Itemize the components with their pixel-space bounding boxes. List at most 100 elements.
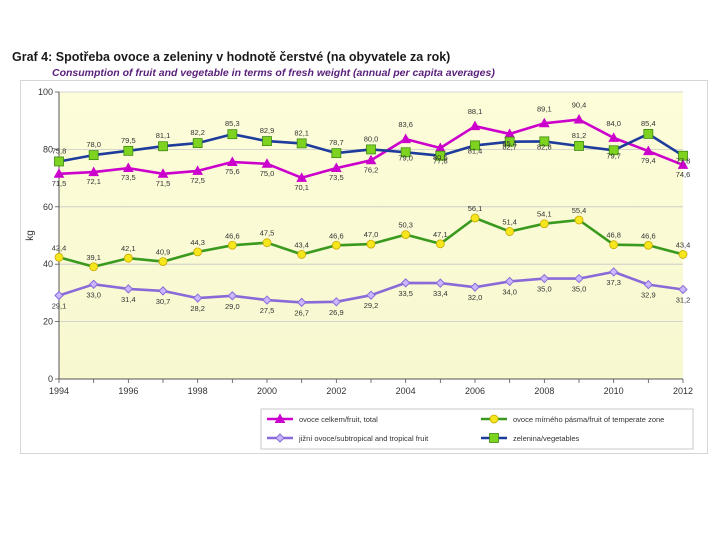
data-label: 74,6	[676, 170, 691, 179]
data-point	[158, 141, 168, 152]
data-label: 46,6	[225, 231, 240, 240]
data-label: 34,0	[502, 287, 517, 296]
data-label: 77,8	[676, 157, 691, 166]
data-label: 32,9	[641, 291, 656, 300]
data-point	[643, 240, 653, 250]
data-label: 79,4	[641, 156, 656, 165]
data-point	[504, 276, 515, 287]
data-point	[296, 138, 307, 149]
data-point	[88, 150, 99, 161]
data-point	[539, 219, 549, 229]
data-label: 75,0	[260, 169, 275, 178]
data-point	[296, 172, 308, 182]
data-point	[330, 162, 342, 173]
data-point	[366, 239, 376, 249]
data-label: 42,4	[52, 243, 67, 252]
data-label: 39,1	[86, 253, 101, 262]
data-point	[401, 230, 411, 240]
data-point	[365, 154, 377, 165]
data-point	[366, 290, 376, 300]
data-point	[573, 114, 585, 124]
data-label: 73,5	[121, 173, 136, 182]
y-tick-label: 60	[43, 202, 53, 212]
data-label: 70,1	[294, 183, 309, 192]
data-label: 31,2	[676, 295, 691, 304]
plot-area	[59, 92, 683, 379]
data-label: 56,1	[468, 204, 483, 213]
x-tick-label: 2012	[673, 386, 693, 396]
data-point	[331, 240, 341, 250]
data-point	[400, 147, 411, 158]
data-point	[435, 239, 445, 249]
data-label: 47,5	[260, 229, 275, 238]
data-point	[158, 257, 168, 267]
data-label: 43,4	[294, 240, 309, 249]
x-tick-label: 2010	[604, 386, 624, 396]
data-label: 55,4	[572, 206, 587, 215]
x-tick-label: 1998	[188, 386, 208, 396]
data-label: 79,7	[606, 151, 621, 160]
data-point	[331, 297, 342, 307]
data-point	[574, 273, 584, 284]
y-tick-label: 0	[48, 374, 53, 384]
data-point	[435, 278, 446, 288]
data-label: 81,1	[156, 131, 171, 140]
data-point	[226, 156, 238, 167]
data-label: 33,0	[86, 290, 101, 299]
data-label: 47,1	[433, 230, 448, 239]
data-label: 85,4	[641, 119, 656, 128]
data-label: 77,8	[433, 157, 448, 166]
data-label: 88,1	[468, 107, 483, 116]
data-point	[539, 136, 550, 147]
data-point	[158, 286, 168, 296]
data-point	[609, 240, 619, 250]
data-point	[608, 145, 619, 156]
legend-label: zelenina/vegetables	[513, 434, 580, 443]
data-point	[678, 250, 688, 259]
data-label: 29,1	[52, 301, 67, 310]
data-point	[262, 238, 272, 248]
data-point	[192, 293, 203, 303]
data-point	[54, 156, 64, 167]
data-label: 75,8	[52, 146, 67, 155]
legend-box	[260, 408, 694, 450]
data-label: 82,8	[537, 142, 552, 151]
data-point	[331, 148, 342, 159]
chart-subtitle: Consumption of fruit and vegetable in te…	[52, 67, 495, 79]
data-label: 46,6	[329, 231, 344, 240]
axes: 0 20 40 60 80 100 1994 1996 1998 2000 2002 2004 2006…	[25, 87, 693, 396]
data-label: 46,6	[641, 231, 656, 240]
data-label: 82,7	[502, 143, 517, 152]
data-label: 29,0	[225, 302, 240, 311]
data-point	[678, 284, 688, 295]
data-point	[366, 144, 376, 155]
data-label: 89,1	[537, 104, 552, 113]
data-label: 33,4	[433, 289, 448, 298]
y-tick-label: 40	[43, 259, 53, 269]
x-tick-label: 2002	[326, 386, 346, 396]
data-point	[227, 129, 238, 140]
x-tick-label: 2006	[465, 386, 485, 396]
data-label: 40,9	[156, 248, 171, 257]
x-tick-label: 1994	[49, 386, 69, 396]
line-chart: 0 20 40 60 80 100 1994 1996 1998 2000 2002 2004 2006…	[25, 87, 694, 450]
data-label: 79,5	[121, 136, 136, 145]
data-point	[574, 215, 584, 225]
data-label: 43,4	[676, 240, 691, 249]
data-point	[262, 295, 272, 305]
data-point	[470, 140, 480, 151]
data-label: 28,2	[190, 304, 205, 313]
data-point	[123, 253, 133, 263]
data-point	[504, 136, 515, 147]
data-label: 26,9	[329, 308, 344, 317]
data-point	[470, 282, 480, 292]
data-label: 35,0	[572, 285, 587, 294]
data-point	[192, 138, 203, 148]
data-label: 32,0	[468, 293, 483, 302]
data-point	[227, 291, 238, 301]
data-label: 78,7	[329, 138, 344, 147]
data-label: 50,3	[398, 221, 413, 230]
data-point	[193, 247, 203, 257]
data-label: 73,5	[329, 173, 344, 182]
data-label: 84,0	[606, 119, 621, 128]
